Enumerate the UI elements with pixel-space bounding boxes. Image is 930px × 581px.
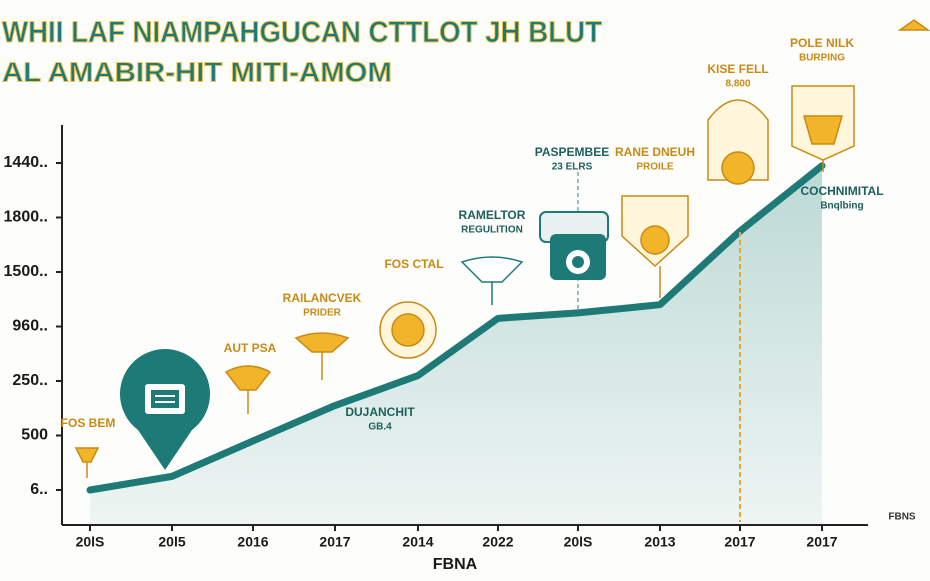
- annotation: PASPEMBEE: [535, 145, 609, 159]
- x-axis-label: FBNA: [433, 556, 478, 573]
- annotation: COCHNIMITAL: [800, 184, 883, 198]
- x-tick-label: 20lS: [564, 534, 593, 550]
- camera-icon: [539, 211, 609, 280]
- x-tick-label: 2017: [806, 534, 837, 550]
- y-tick-label: 1440..: [4, 154, 48, 171]
- chart-subtitle: AL AMABIR-HIT MITI-AMOM: [2, 56, 392, 87]
- pin-icon: [120, 349, 210, 470]
- x-tick-label: 2022: [482, 534, 513, 550]
- annotation: BURPING: [799, 53, 845, 64]
- annotation: RANE DNEUH: [615, 145, 695, 159]
- y-tick-label: 250..: [12, 372, 48, 389]
- annotation: Bnqlbing: [820, 201, 863, 212]
- annotation: REGULITION: [461, 225, 523, 236]
- y-tick-label: 1500..: [4, 263, 48, 280]
- y-tick-label: 1800..: [4, 209, 48, 226]
- corner-label: FBNS: [888, 512, 916, 523]
- x-tick-label: 2016: [237, 534, 268, 550]
- plot: [56, 125, 868, 531]
- x-tick-label: 2017: [724, 534, 755, 550]
- annotation: DUJANCHIT: [345, 405, 415, 419]
- annotation: RAILANCVEK: [283, 291, 362, 305]
- line: [86, 162, 826, 494]
- annotation: PRIDER: [303, 308, 342, 319]
- annotation: RAMELTOR: [459, 208, 526, 222]
- x-tick-label: 2017: [319, 534, 350, 550]
- x-tick-label: 2014: [402, 534, 433, 550]
- annotation: PROILE: [636, 162, 674, 173]
- cup-icons: [74, 19, 930, 478]
- x-tick-label: 2013: [644, 534, 675, 550]
- annotation: FOS CTAL: [384, 257, 443, 271]
- y-tick-label: 500: [21, 427, 48, 444]
- annotation: FOS BEM: [61, 416, 116, 430]
- annotation: 23 ELRS: [552, 162, 593, 173]
- y-tick-label: 6..: [30, 481, 48, 498]
- annotation: 8.800: [725, 79, 750, 90]
- chart-title: WHII LAF NIAMPAHGUCAN CTTLOT JH BLUT: [2, 16, 602, 49]
- x-tick-label: 20l5: [158, 534, 185, 550]
- annotation: POLE NILK: [790, 36, 854, 50]
- x-tick-label: 20lS: [76, 534, 105, 550]
- y-tick-label: 960..: [12, 318, 48, 335]
- annotation: GB.4: [368, 422, 392, 433]
- annotation: KISE FELL: [707, 62, 768, 76]
- annotation: AUT PSA: [224, 341, 277, 355]
